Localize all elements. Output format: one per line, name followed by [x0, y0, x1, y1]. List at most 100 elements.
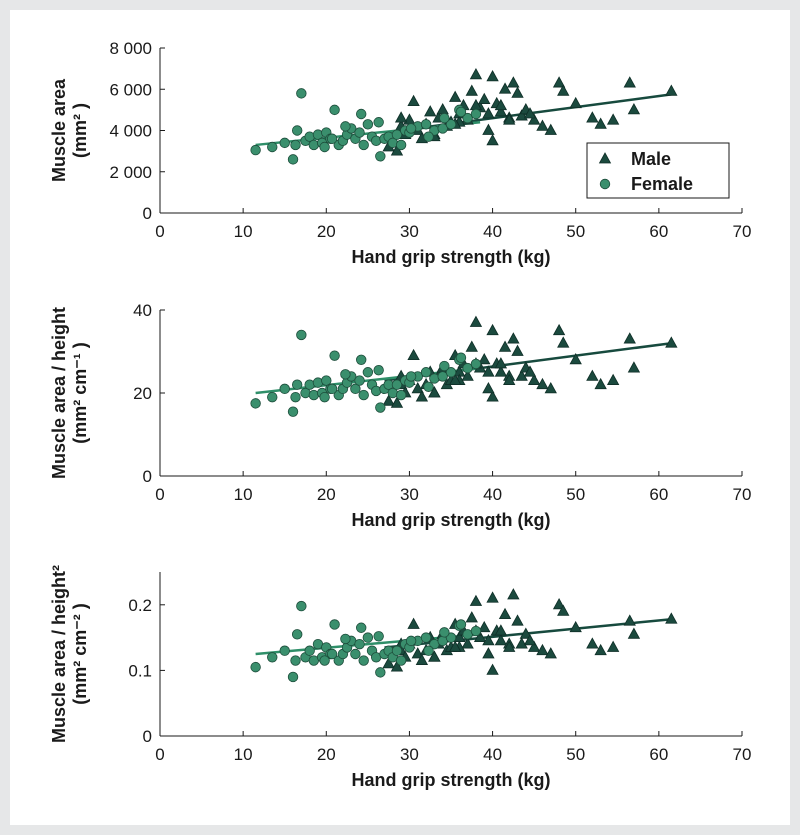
point-male: [482, 365, 495, 377]
point-male: [606, 373, 620, 385]
point-male: [494, 357, 508, 369]
point-female: [437, 123, 448, 134]
x-tick-label: 20: [317, 745, 336, 764]
point-male: [623, 614, 636, 626]
point-male: [586, 369, 599, 381]
point-male: [382, 394, 395, 406]
x-tick-label: 10: [234, 745, 253, 764]
point-male: [465, 611, 478, 623]
point-female: [296, 329, 307, 341]
x-tick-label: 30: [400, 745, 419, 764]
point-female: [279, 645, 290, 656]
x-tick-label: 0: [155, 485, 164, 504]
point-female: [445, 119, 457, 130]
point-male: [519, 627, 533, 639]
point-female: [405, 635, 417, 647]
point-male: [627, 627, 641, 639]
point-male: [390, 660, 404, 672]
point-male: [623, 76, 636, 88]
point-male: [411, 382, 424, 394]
point-male: [503, 373, 516, 385]
x-tick-label: 70: [733, 485, 752, 504]
point-male: [569, 96, 582, 109]
point-female: [329, 350, 340, 361]
point-female: [373, 117, 384, 128]
y-axis-label: Muscle area: [49, 78, 69, 182]
point-female: [470, 358, 482, 370]
point-female: [329, 104, 340, 116]
point-male: [436, 103, 449, 115]
point-male: [627, 103, 641, 115]
point-male: [407, 348, 420, 361]
point-female: [373, 631, 384, 642]
point-male: [569, 352, 582, 365]
point-female: [267, 652, 278, 663]
point-male: [527, 373, 541, 385]
point-male: [494, 624, 508, 636]
point-female: [340, 121, 351, 132]
point-male: [407, 617, 420, 629]
point-male: [536, 377, 549, 390]
point-male: [544, 123, 557, 135]
point-male: [428, 386, 441, 398]
point-male: [523, 365, 537, 377]
x-tick-label: 30: [400, 222, 419, 241]
point-female: [291, 629, 303, 640]
point-female: [250, 144, 261, 156]
x-tick-label: 40: [483, 222, 502, 241]
point-male: [494, 365, 508, 377]
point-male: [498, 82, 512, 94]
charts-svg: 0 10 20 30 40 50 60 70 0 2 000 4 000 6 000 8 000 Hand…: [49, 39, 752, 790]
point-male: [623, 332, 636, 344]
point-female: [296, 88, 307, 99]
point-female: [455, 352, 467, 363]
point-male: [665, 336, 678, 348]
point-male: [461, 637, 474, 649]
point-female: [267, 141, 278, 153]
point-female: [290, 655, 301, 666]
point-female: [439, 112, 450, 124]
point-female: [420, 632, 432, 643]
x-tick-label: 70: [733, 222, 752, 241]
x-tick-label: 60: [649, 222, 668, 241]
point-male: [486, 591, 499, 603]
point-female: [423, 645, 434, 656]
point-female: [358, 655, 369, 666]
point-male: [586, 111, 599, 123]
point-male: [544, 382, 557, 394]
point-female: [354, 127, 365, 138]
point-female: [319, 391, 330, 403]
point-female: [423, 131, 434, 142]
point-female: [423, 381, 434, 392]
point-female: [267, 391, 278, 403]
point-male: [486, 390, 499, 402]
x-axis-label: Hand grip strength (kg): [352, 247, 551, 267]
point-female: [296, 600, 307, 612]
point-female: [354, 638, 365, 650]
point-male: [448, 90, 462, 102]
point-male: [557, 336, 570, 348]
point-female: [375, 667, 386, 678]
point-female: [362, 632, 374, 643]
point-female: [326, 648, 338, 660]
point-male: [465, 84, 478, 96]
point-male: [461, 369, 474, 381]
y-axis-label-units: (mm² ): [70, 103, 90, 158]
point-female: [375, 151, 386, 162]
point-female: [362, 119, 374, 130]
point-male: [515, 637, 528, 649]
point-female: [329, 619, 340, 630]
point-female: [455, 619, 467, 630]
point-female: [319, 655, 330, 666]
point-female: [373, 364, 384, 376]
point-female: [439, 360, 450, 372]
point-male: [448, 373, 462, 385]
point-male: [552, 597, 566, 610]
point-female: [437, 371, 448, 382]
point-male: [469, 315, 483, 327]
point-male: [486, 663, 499, 675]
y-tick-label: 0.1: [128, 661, 152, 680]
point-female: [470, 625, 482, 637]
point-female: [356, 354, 367, 366]
point-male: [507, 332, 520, 344]
